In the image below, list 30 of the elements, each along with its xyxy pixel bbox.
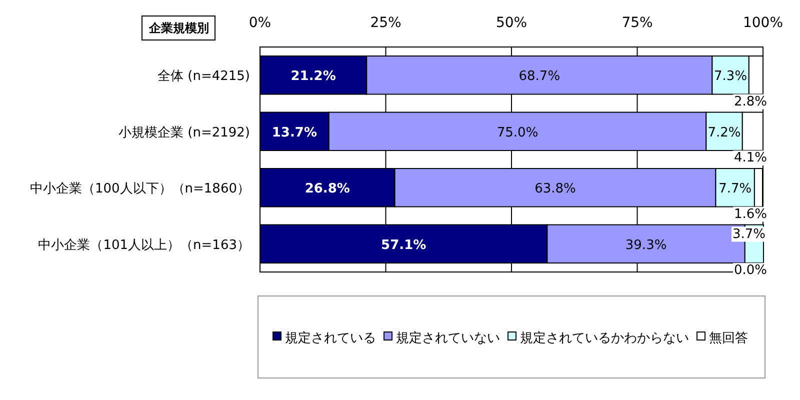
y-tick-label: 中小企業（100人以下）（n=1860） [30, 182, 250, 197]
legend-label: 規定されているかわからない [520, 331, 689, 346]
x-tick-label: 0% [248, 15, 272, 31]
data-label: 26.8% [304, 182, 350, 197]
data-label: 4.1% [734, 150, 767, 166]
data-label: 57.1% [381, 238, 426, 253]
legend-label: 規定されていない [396, 331, 500, 346]
data-label: 13.7% [272, 125, 318, 140]
legend-label: 規定されている [285, 331, 376, 346]
x-tick-label: 75% [622, 15, 653, 31]
data-label: 7.7% [718, 182, 752, 197]
y-tick-label: 全体 (n=4215) [158, 69, 250, 84]
x-tick-label: 25% [370, 15, 402, 31]
legend-label: 無回答 [709, 331, 748, 346]
data-label: 2.8% [734, 94, 767, 110]
data-label: 75.0% [496, 125, 538, 140]
data-label: 68.7% [518, 69, 560, 84]
data-label: 63.8% [534, 182, 576, 197]
x-tick-label: 50% [496, 15, 528, 31]
y-tick-label: 小規模企業 (n=2192) [118, 125, 250, 140]
data-label: 1.6% [734, 206, 767, 222]
y-axis-title: 企業規模別 [148, 21, 209, 35]
data-label: 3.7% [732, 226, 766, 242]
data-label: 0.0% [734, 263, 767, 278]
x-tick-label: 100% [742, 15, 784, 31]
data-label: 7.3% [714, 69, 748, 84]
data-label: 39.3% [625, 238, 667, 253]
data-label: 21.2% [290, 69, 336, 84]
y-tick-label: 中小企業（101人以上）（n=163） [38, 238, 250, 253]
data-label: 7.2% [708, 125, 741, 140]
